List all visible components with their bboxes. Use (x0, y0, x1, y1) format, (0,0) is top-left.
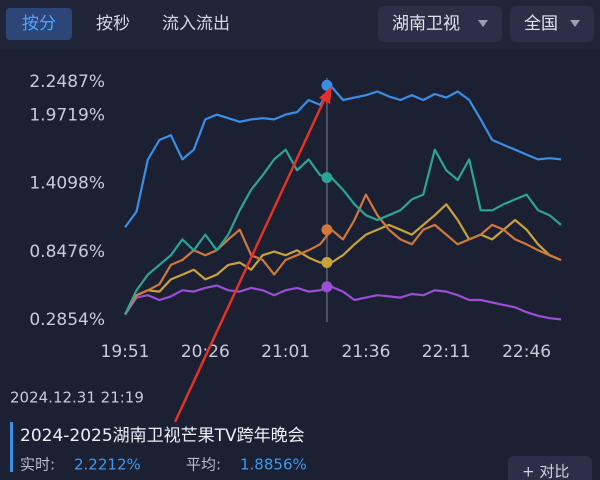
cursor-dot (321, 224, 333, 236)
realtime-label: 实时: (20, 456, 55, 474)
x-tick-label: 21:01 (261, 342, 310, 362)
y-tick-label: 0.8476% (29, 242, 105, 262)
channel-dropdown[interactable] (378, 6, 502, 42)
average-value: 1.8856% (240, 456, 307, 474)
tab[interactable]: 按分 (22, 14, 56, 34)
x-tick-label: 19:51 (101, 342, 150, 362)
series-line (124, 85, 562, 228)
tab[interactable]: 按秒 (96, 14, 130, 34)
region-label: 全国 (524, 14, 558, 34)
compare-label: + 对比 (522, 463, 569, 480)
average-label: 平均: (186, 456, 221, 474)
annotation-arrow (173, 95, 328, 423)
x-tick-label: 21:36 (341, 342, 390, 362)
region-dropdown[interactable] (510, 6, 594, 42)
tab-selected-bg (6, 8, 72, 40)
cursor-dot (321, 172, 333, 184)
dropdown-arrow (478, 20, 488, 27)
x-tick-label: 22:46 (502, 342, 551, 362)
y-tick-label: 2.2487% (29, 72, 105, 92)
series-line (124, 203, 562, 316)
cursor-time: 2024.12.31 21:19 (10, 389, 144, 407)
dropdown-arrow (570, 20, 580, 27)
x-tick-label: 22:11 (422, 342, 471, 362)
cursor-dot (321, 281, 333, 293)
cursor-dot (321, 79, 333, 91)
x-tick-label: 20:26 (181, 342, 230, 362)
realtime-value: 2.2212% (74, 456, 141, 474)
series-line (124, 148, 562, 316)
channel-label: 湖南卫视 (392, 14, 460, 34)
series-line (124, 284, 562, 321)
y-tick-label: 1.9719% (29, 106, 105, 126)
series-line (124, 193, 562, 316)
y-tick-label: 1.4098% (29, 174, 105, 194)
tab[interactable]: 流入流出 (162, 14, 230, 34)
accent-bar (10, 422, 13, 472)
compare-button[interactable] (508, 456, 592, 480)
arrow-head (319, 86, 332, 104)
cursor-dot (321, 256, 333, 268)
program-title: 2024-2025湖南卫视芒果TV跨年晚会 (20, 426, 305, 446)
y-tick-label: 0.2854% (29, 310, 105, 330)
